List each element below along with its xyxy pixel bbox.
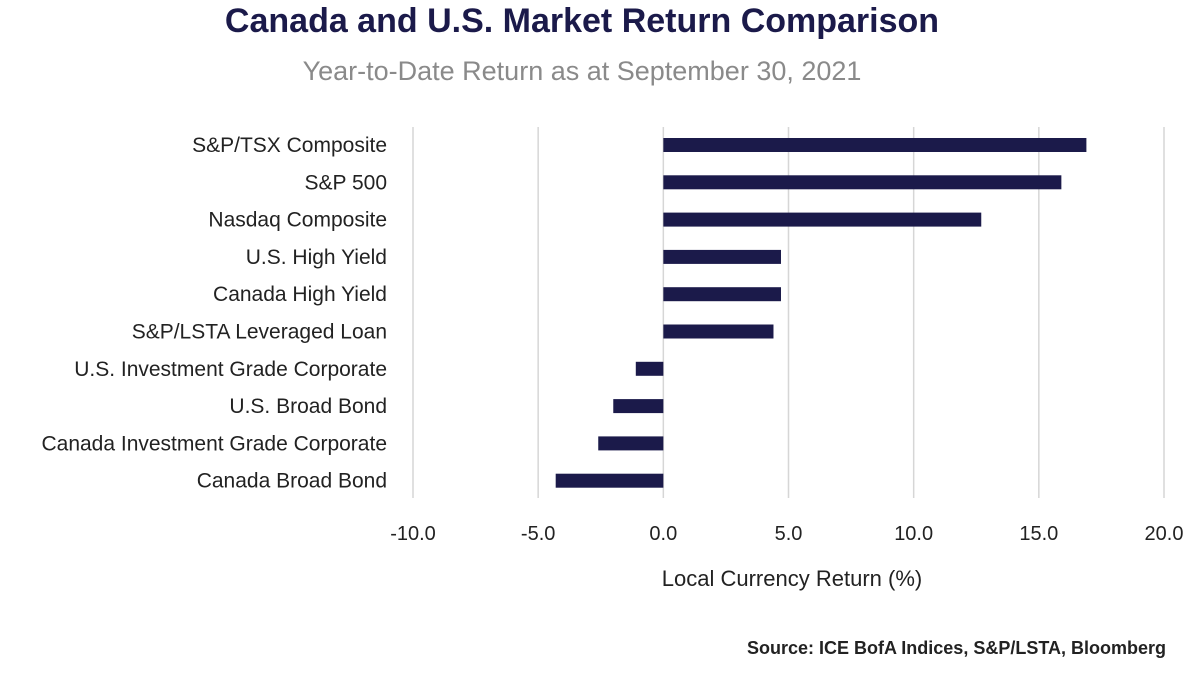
- bar: [663, 175, 1062, 190]
- x-tick-label: -5.0: [521, 523, 555, 545]
- category-label: U.S. Investment Grade Corporate: [74, 358, 387, 381]
- x-axis-title: Local Currency Return (%): [662, 566, 922, 591]
- x-tick-labels: -10.0 -5.0 0.0 5.0 10.0 15.0 20.0: [390, 523, 1183, 545]
- category-label: Canada High Yield: [213, 283, 387, 306]
- category-labels: S&P/TSX Composite S&P 500 Nasdaq Composite…: [41, 134, 387, 493]
- chart-subtitle: Year-to-Date Return as at September 30, …: [302, 56, 862, 86]
- category-label: Canada Broad Bond: [197, 470, 387, 493]
- bar: [663, 138, 1087, 152]
- x-tick-label: -10.0: [390, 523, 436, 545]
- category-label: S&P/LSTA Leveraged Loan: [132, 321, 387, 344]
- bars: [555, 138, 1087, 488]
- bar: [598, 436, 664, 451]
- x-tick-label: 10.0: [894, 523, 933, 545]
- source-note: Source: ICE BofA Indices, S&P/LSTA, Bloo…: [746, 638, 1166, 658]
- category-label: Canada Investment Grade Corporate: [41, 432, 387, 455]
- bar: [663, 212, 982, 227]
- x-tick-label: 0.0: [649, 523, 677, 545]
- bar: [663, 324, 774, 339]
- bar: [663, 249, 781, 264]
- bar: [663, 287, 781, 302]
- x-tick-label: 5.0: [775, 523, 803, 545]
- x-tick-label: 15.0: [1019, 523, 1058, 545]
- bar: [635, 361, 664, 376]
- bar: [613, 399, 664, 414]
- category-label: Nasdaq Composite: [208, 209, 387, 232]
- category-label: U.S. High Yield: [246, 246, 387, 269]
- chart-title: Canada and U.S. Market Return Comparison: [224, 2, 940, 40]
- category-label: U.S. Broad Bond: [229, 395, 387, 418]
- category-label: S&P 500: [304, 171, 387, 194]
- category-label: S&P/TSX Composite: [192, 134, 387, 157]
- x-tick-label: 20.0: [1145, 523, 1184, 545]
- bar: [555, 473, 664, 488]
